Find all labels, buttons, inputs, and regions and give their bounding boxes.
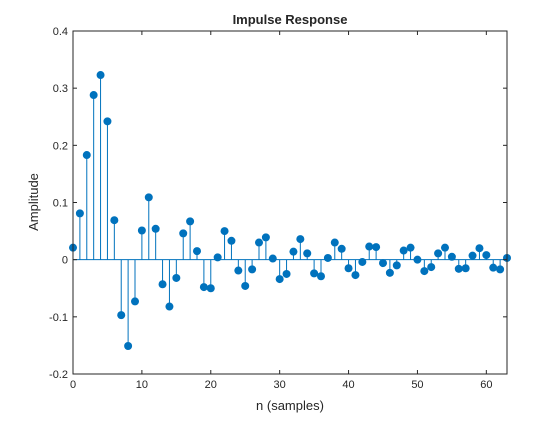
x-tick-label: 20: [205, 379, 217, 391]
data-point: [248, 265, 257, 274]
data-point: [427, 263, 436, 272]
chart-title: Impulse Response: [233, 12, 348, 27]
data-point: [392, 261, 401, 270]
data-point: [337, 244, 346, 253]
y-tick-label: 0.2: [53, 140, 68, 152]
data-point: [482, 251, 491, 260]
data-point: [234, 266, 243, 275]
y-axis-ticks: -0.2 -0.1 0 0.1 0.2 0.3 0.4: [49, 26, 507, 381]
data-point: [372, 243, 381, 252]
y-tick-label: -0.1: [49, 312, 68, 324]
data-point: [468, 251, 477, 260]
data-point: [179, 229, 188, 238]
data-point: [144, 193, 153, 202]
data-point: [172, 273, 181, 282]
data-point: [75, 209, 84, 218]
stem-markers: [69, 71, 511, 350]
data-point: [110, 216, 119, 225]
x-tick-label: 10: [136, 379, 148, 391]
data-point: [441, 243, 449, 252]
data-point: [227, 236, 236, 245]
data-point: [96, 71, 105, 80]
data-point: [151, 224, 160, 233]
data-point: [268, 254, 277, 263]
data-point: [379, 259, 387, 268]
data-point: [317, 272, 325, 281]
data-point: [344, 264, 353, 273]
data-point: [420, 267, 429, 276]
data-point: [89, 91, 98, 100]
data-point: [385, 268, 394, 277]
data-point: [124, 341, 133, 350]
data-point: [206, 284, 215, 293]
data-point: [434, 249, 443, 258]
data-point: [496, 265, 505, 274]
data-point: [82, 151, 91, 160]
data-point: [323, 253, 332, 262]
data-point: [213, 253, 222, 262]
data-point: [220, 227, 229, 236]
data-point: [199, 283, 208, 292]
data-point: [241, 281, 250, 290]
y-tick-label: 0.3: [53, 83, 68, 95]
data-point: [137, 226, 146, 235]
data-point: [303, 249, 312, 258]
data-point: [413, 255, 422, 264]
data-point: [461, 264, 470, 273]
axes-background: [73, 31, 507, 374]
data-point: [399, 246, 408, 255]
x-axis-ticks: 0 10 20 30 40 50 60: [70, 31, 492, 391]
y-tick-label: 0.4: [53, 26, 68, 38]
x-tick-label: 60: [480, 379, 492, 391]
data-point: [103, 117, 112, 126]
data-point: [289, 247, 298, 256]
data-point: [296, 235, 305, 244]
x-tick-label: 40: [342, 379, 354, 391]
data-point: [351, 271, 360, 280]
data-point: [406, 243, 415, 252]
data-point: [165, 302, 174, 311]
data-point: [447, 252, 456, 261]
data-point: [158, 280, 167, 289]
data-point: [358, 257, 367, 266]
data-point: [261, 233, 270, 242]
data-point: [475, 244, 484, 253]
y-tick-label: -0.2: [49, 369, 68, 381]
data-point: [282, 269, 291, 278]
data-point: [489, 263, 498, 272]
x-axis-label: n (samples): [256, 398, 324, 413]
data-point: [310, 269, 319, 278]
x-tick-label: 50: [411, 379, 423, 391]
data-point: [275, 275, 284, 284]
data-point: [117, 311, 126, 320]
data-point: [330, 238, 339, 247]
data-point: [454, 264, 463, 273]
data-point: [131, 297, 139, 306]
y-tick-label: 0.1: [53, 198, 68, 210]
data-point: [255, 238, 263, 247]
x-tick-label: 30: [274, 379, 286, 391]
y-axis-label: Amplitude: [26, 173, 41, 231]
x-tick-label: 0: [70, 379, 76, 391]
data-point: [365, 242, 374, 251]
y-tick-label: 0: [62, 255, 68, 267]
data-point: [193, 247, 201, 256]
data-point: [186, 217, 195, 226]
